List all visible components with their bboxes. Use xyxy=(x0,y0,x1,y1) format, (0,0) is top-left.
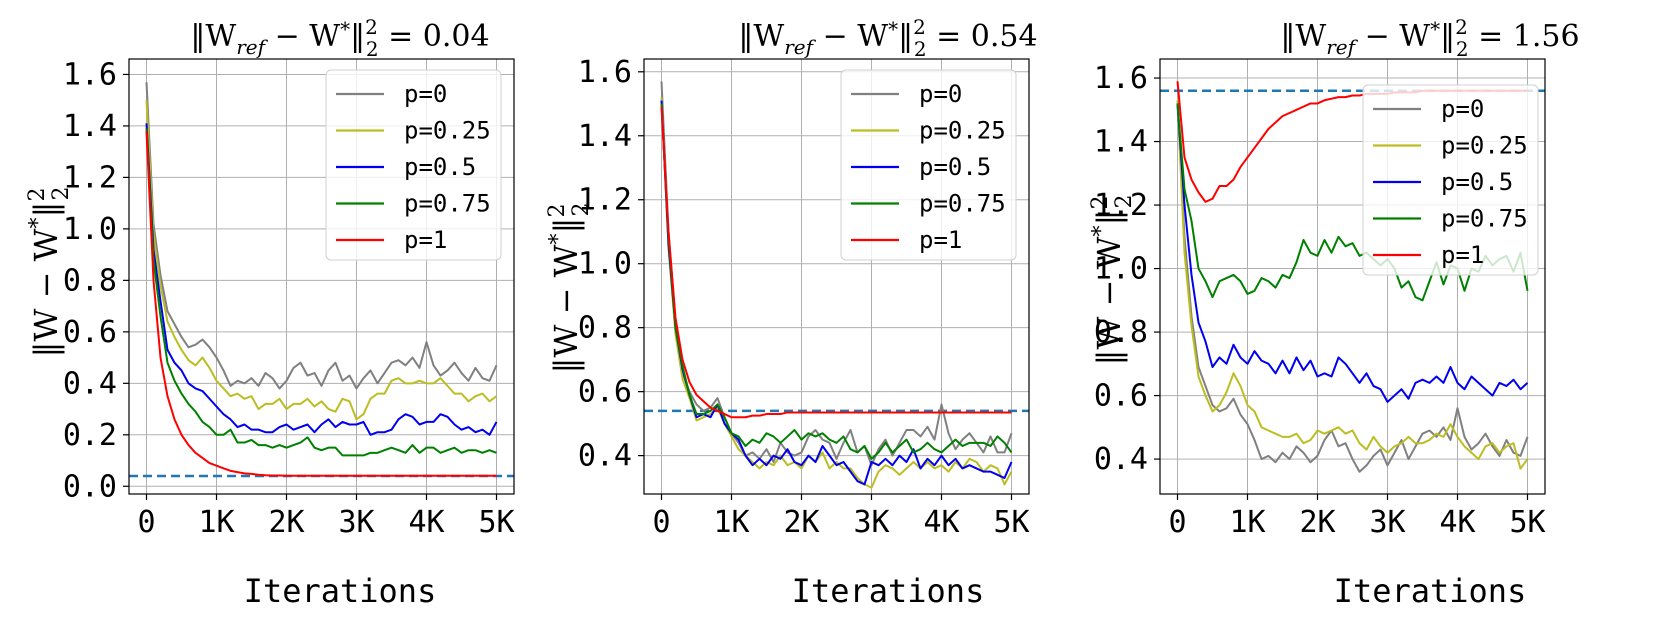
y-tick-label: 0.2 xyxy=(63,418,117,453)
y-tick-label: 0.8 xyxy=(578,311,632,346)
series-line-p-0-25 xyxy=(1176,100,1529,470)
x-tick-label: 2K xyxy=(268,505,304,540)
y-tick-label: 0.4 xyxy=(1094,442,1148,477)
panel-1-x-axis-label: Iterations xyxy=(244,572,437,610)
x-tick-label: 2K xyxy=(1299,505,1335,540)
legend-label: p=0.75 xyxy=(404,190,491,218)
series-line-p-0-25 xyxy=(145,100,498,421)
series-line-p-0-5 xyxy=(1176,103,1529,403)
panel-3: ‖Wref − W*‖2 2 = 1.56 0 1K 2K 3K 4K 5K 0.40.60… xyxy=(1088,15,1580,610)
y-tick-label: 1.6 xyxy=(578,55,632,90)
legend-label: p=0.25 xyxy=(1441,132,1528,160)
legend-box xyxy=(1362,84,1539,276)
x-tick-label: 0 xyxy=(1168,505,1186,540)
series-line-p-1 xyxy=(145,131,497,477)
y-tick-label: 1.0 xyxy=(1094,252,1148,287)
panel-2-title: ‖Wref − W*‖2 2 = 0.54 xyxy=(738,15,1037,61)
legend-label: p=0 xyxy=(404,80,447,108)
panel-1: ‖Wref − W*‖2 2 = 0.04 0 1K 2K 3K 4K 5K 0.00.20… xyxy=(25,15,515,610)
panel-2-legend: p=0 p=0.25 p=0.5 p=0.75 p=1 xyxy=(840,69,1017,261)
y-tick-label: 1.0 xyxy=(63,212,117,247)
y-tick-label: 1.0 xyxy=(578,247,632,282)
series-line-p-0-75 xyxy=(145,128,497,457)
series-line-p-1 xyxy=(660,106,1012,419)
legend-label: p=0.5 xyxy=(404,153,476,181)
series-line-p-0 xyxy=(660,81,1013,467)
x-tick-label: 3K xyxy=(853,505,889,540)
legend-label: p=0.5 xyxy=(1441,168,1513,196)
y-tick-label: 0.6 xyxy=(1094,379,1148,414)
x-tick-label: 0 xyxy=(137,505,155,540)
legend-box xyxy=(325,69,502,261)
panel-1-y-ticks: 0.0 0.2 0.4 0.6 0.8 1.0 1.2 1.4 1.6 xyxy=(63,57,129,504)
series-line-p-0-5 xyxy=(145,123,498,436)
x-tick-label: 2K xyxy=(783,505,819,540)
panel-2-series xyxy=(660,81,1013,489)
panel-2-y-axis-label: ‖W − W*‖22 xyxy=(545,203,594,374)
legend-label: p=1 xyxy=(1441,241,1484,269)
panel-2-x-axis-label: Iterations xyxy=(792,572,985,610)
legend-label: p=0.25 xyxy=(404,117,491,145)
x-tick-label: 4K xyxy=(1439,505,1475,540)
legend-label: p=0.75 xyxy=(919,190,1006,218)
y-tick-label: 0.0 xyxy=(63,469,117,504)
legend-box xyxy=(840,69,1017,261)
legend-label: p=1 xyxy=(919,226,962,254)
x-tick-label: 4K xyxy=(923,505,959,540)
legend-label: p=0 xyxy=(919,80,962,108)
panel-1-series xyxy=(145,82,498,477)
legend-label: p=0.25 xyxy=(919,117,1006,145)
x-tick-label: 5K xyxy=(478,505,514,540)
panel-3-x-ticks: 0 1K 2K 3K 4K 5K xyxy=(1168,494,1546,540)
y-tick-label: 0.8 xyxy=(1094,315,1148,350)
legend-label: p=0.75 xyxy=(1441,205,1528,233)
series-line-p-0-75 xyxy=(1176,103,1529,302)
series-line-p-0 xyxy=(145,82,498,390)
panel-3-y-ticks: 0.4 0.6 0.8 1.0 1.2 1.4 1.6 xyxy=(1094,61,1160,477)
legend-label: p=0.5 xyxy=(919,153,991,181)
y-tick-label: 1.4 xyxy=(578,119,632,154)
y-tick-label: 1.4 xyxy=(63,109,117,144)
panel-2-x-ticks: 0 1K 2K 3K 4K 5K xyxy=(652,494,1030,540)
panel-3-legend: p=0 p=0.25 p=0.5 p=0.75 p=1 xyxy=(1362,84,1539,276)
x-tick-label: 4K xyxy=(408,505,444,540)
panel-1-legend: p=0 p=0.25 p=0.5 p=0.75 p=1 xyxy=(325,69,502,261)
panel-2-y-ticks: 0.4 0.6 0.8 1.0 1.2 1.4 1.6 xyxy=(578,55,644,474)
y-tick-label: 0.6 xyxy=(578,375,632,410)
y-tick-label: 0.8 xyxy=(63,263,117,298)
x-tick-label: 1K xyxy=(1229,505,1265,540)
panel-1-plot-frame xyxy=(128,58,515,495)
y-tick-label: 1.2 xyxy=(1094,188,1148,223)
x-tick-label: 3K xyxy=(338,505,374,540)
y-tick-label: 1.2 xyxy=(578,183,632,218)
y-tick-label: 1.6 xyxy=(1094,61,1148,96)
panel-3-title: ‖Wref − W*‖2 2 = 1.56 xyxy=(1280,15,1579,61)
series-line-p-0-75 xyxy=(660,103,1013,460)
x-tick-label: 1K xyxy=(713,505,749,540)
panel-3-plot-frame xyxy=(1159,58,1546,495)
y-tick-label: 0.4 xyxy=(63,366,117,401)
panel-3-x-axis-label: Iterations xyxy=(1334,572,1527,610)
panel-1-x-ticks: 0 1K 2K 3K 4K 5K xyxy=(137,494,515,540)
y-tick-label: 0.4 xyxy=(578,439,632,474)
legend-label: p=1 xyxy=(404,226,447,254)
y-tick-label: 0.6 xyxy=(63,315,117,350)
panel-3-series xyxy=(1176,81,1529,473)
y-tick-label: 1.6 xyxy=(63,57,117,92)
series-line-p-0 xyxy=(1176,103,1529,473)
panel-3-y-axis-label: ‖W − W*‖22 xyxy=(1088,195,1137,366)
x-tick-label: 3K xyxy=(1369,505,1405,540)
x-tick-label: 1K xyxy=(198,505,234,540)
x-tick-label: 0 xyxy=(652,505,670,540)
panel-1-title: ‖Wref − W*‖2 2 = 0.04 xyxy=(190,15,489,61)
panel-2: ‖Wref − W*‖2 2 = 0.54 0 1K 2K 3K 4K 5K 0.40.60… xyxy=(545,15,1038,610)
x-tick-label: 5K xyxy=(1509,505,1545,540)
x-tick-label: 5K xyxy=(993,505,1029,540)
y-tick-label: 1.2 xyxy=(63,160,117,195)
y-tick-label: 1.4 xyxy=(1094,125,1148,160)
panel-1-y-axis-label: ‖W − W*‖22 xyxy=(25,187,74,358)
legend-label: p=0 xyxy=(1441,95,1484,123)
panel-2-plot-frame xyxy=(643,58,1030,495)
